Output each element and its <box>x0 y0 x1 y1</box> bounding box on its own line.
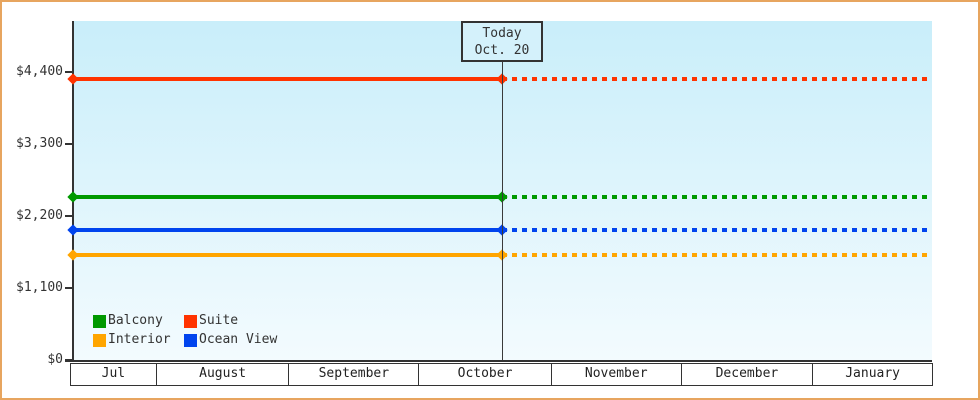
month-cell-august: August <box>157 364 290 385</box>
y-tick <box>65 71 73 73</box>
legend-swatch-icon <box>184 333 197 347</box>
legend-swatch-icon <box>184 314 197 328</box>
today-marker-title: Today <box>482 26 522 41</box>
y-tick <box>65 215 73 217</box>
month-axis: Jul August September October November Decembe… <box>70 363 933 386</box>
legend-label: Balcony <box>108 313 163 328</box>
month-cell-october: October <box>419 364 552 385</box>
legend-item-ocean-view: Ocean View <box>184 333 277 347</box>
y-tick <box>65 287 73 289</box>
series-line-solid-balcony <box>73 195 502 200</box>
month-cell-november: November <box>552 364 682 385</box>
series-line-dashed-balcony <box>502 195 930 200</box>
legend: Balcony Suite Interior Ocean View <box>93 314 277 347</box>
legend-swatch-icon <box>93 314 106 328</box>
y-tick-label: $2,200 <box>16 208 63 223</box>
y-tick-label: $0 <box>47 352 63 367</box>
month-cell-jul: Jul <box>71 364 157 385</box>
y-tick <box>65 359 73 361</box>
month-cell-december: December <box>682 364 814 385</box>
legend-label: Ocean View <box>199 332 278 347</box>
y-tick-label: $4,400 <box>16 64 63 79</box>
legend-item-suite: Suite <box>184 314 277 328</box>
legend-item-balcony: Balcony <box>93 314 184 328</box>
series-line-solid-interior <box>73 253 502 258</box>
month-cell-january: January <box>845 366 901 381</box>
today-vertical-line <box>502 61 503 360</box>
legend-swatch-icon <box>93 333 106 347</box>
y-tick-label: $3,300 <box>16 136 63 151</box>
series-line-solid-ocean-view <box>73 227 502 232</box>
legend-item-interior: Interior <box>93 333 184 347</box>
month-cell-september: September <box>289 364 420 385</box>
y-tick <box>65 143 73 145</box>
x-axis <box>65 360 932 362</box>
series-line-dashed-interior <box>502 253 930 258</box>
y-tick-label: $1,100 <box>16 280 63 295</box>
today-marker-box: Today Oct. 20 <box>461 21 543 62</box>
plot-area <box>74 21 932 360</box>
series-line-dashed-suite <box>502 76 930 81</box>
series-line-dashed-ocean-view <box>502 227 930 232</box>
legend-label: Suite <box>199 313 239 328</box>
legend-label: Interior <box>108 332 171 347</box>
series-line-solid-suite <box>73 76 502 81</box>
today-marker-date: Oct. 20 <box>474 43 530 58</box>
